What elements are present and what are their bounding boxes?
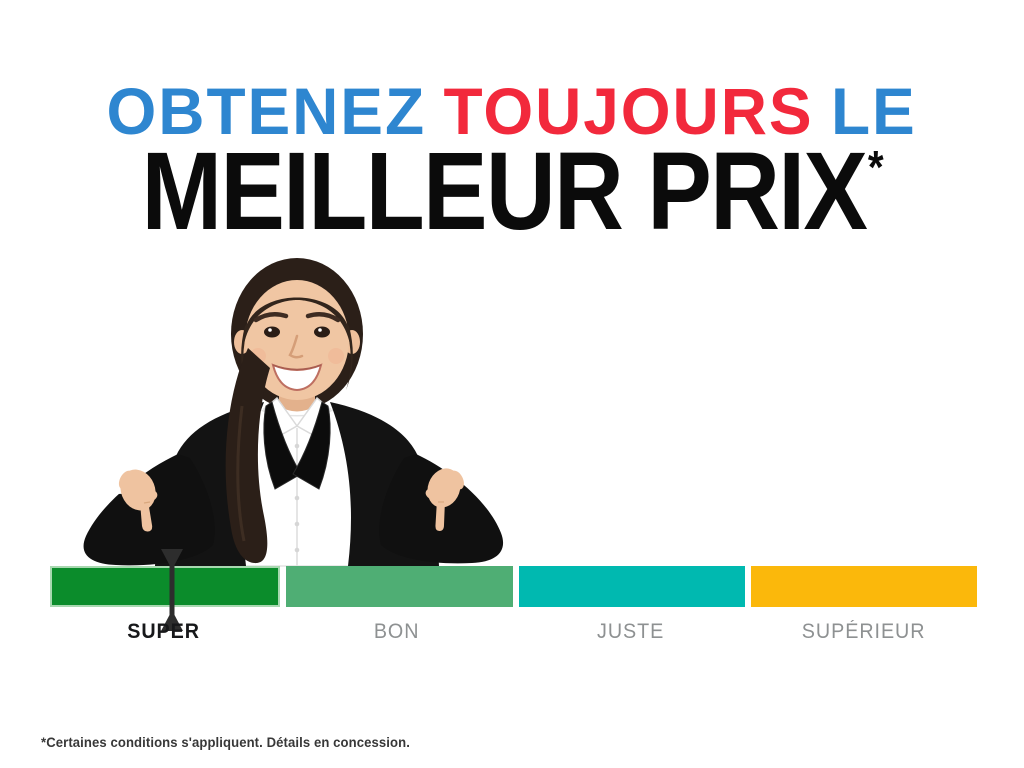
scale-label-bon: BON	[374, 620, 420, 643]
lapel-left	[263, 401, 302, 490]
price-scale-labels: SUPER BON JUSTE SUPÉRIEUR	[50, 620, 977, 644]
shirt-button	[294, 443, 300, 449]
eye-right	[314, 326, 330, 338]
scale-segment-juste	[518, 566, 745, 607]
nose	[288, 334, 304, 359]
hand-left-pointing-down	[118, 469, 158, 532]
scale-segment-bon	[286, 566, 513, 607]
eye-glint-left	[268, 328, 272, 332]
asterisk-mark: *	[868, 141, 884, 193]
price-marker-icon	[161, 549, 183, 631]
hand-right-pointing-down	[425, 468, 464, 531]
scale-segment-super	[50, 566, 281, 607]
headline-word-le: LE	[831, 74, 918, 148]
headline-line-2: MEILLEUR PRIX*	[142, 137, 884, 247]
headline-word-toujours: TOUJOURS	[443, 74, 814, 148]
headline-meilleur-prix: MEILLEUR PRIX	[141, 130, 868, 253]
headline: OBTENEZ TOUJOURS LE MEILLEUR PRIX*	[0, 78, 1024, 247]
shirt-button	[294, 521, 300, 527]
scale-label-juste: JUSTE	[596, 620, 664, 643]
eyebrow-left	[253, 311, 289, 323]
cheek-right	[328, 348, 344, 364]
lapel-right	[292, 401, 331, 490]
scale-label-superieur: SUPÉRIEUR	[801, 620, 926, 643]
disclaimer-text: *Certaines conditions s'appliquent. Déta…	[41, 735, 410, 750]
headline-word-obtenez: OBTENEZ	[106, 74, 427, 148]
hair-strand-right	[345, 322, 353, 390]
spokesperson-pointing-down-illustration	[83, 258, 504, 567]
eye-left	[264, 326, 280, 338]
eye-glint-right	[318, 328, 322, 332]
ponytail-highlight	[236, 405, 246, 542]
headline-line-1: OBTENEZ TOUJOURS LE	[107, 78, 917, 144]
smile-line	[272, 364, 322, 371]
shirt-button	[294, 495, 300, 501]
scale-segment-superieur	[750, 566, 977, 607]
eyebrow-right	[305, 311, 341, 323]
scale-label-super: SUPER	[127, 620, 200, 643]
price-scale-bar	[50, 566, 977, 607]
shirt-button	[294, 547, 300, 553]
ponytail	[225, 348, 270, 564]
